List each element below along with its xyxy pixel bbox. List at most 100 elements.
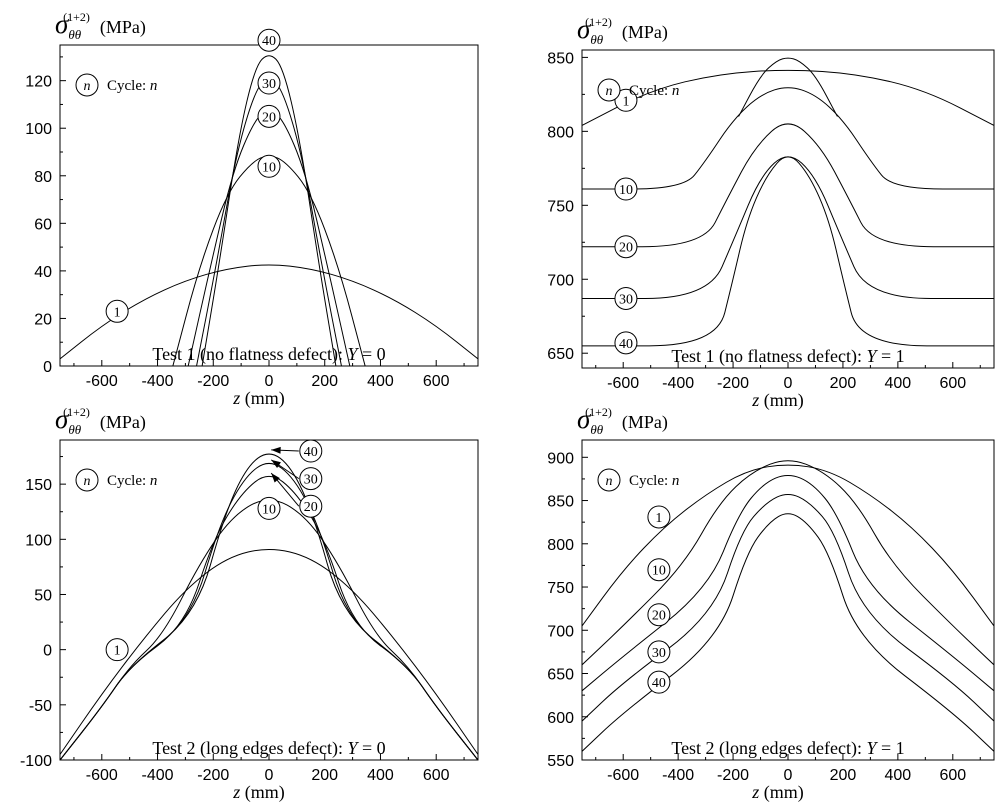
series-marker [647, 558, 671, 582]
y-tick-label: 750 [547, 198, 574, 215]
series-line-20 [187, 111, 351, 366]
y-tick-label: 0 [43, 643, 52, 660]
y-tick-label: 650 [547, 346, 574, 363]
series-marker [299, 467, 323, 491]
y-tick-label: 750 [547, 580, 574, 597]
x-tick-label: -200 [717, 375, 749, 392]
x-tick-label: -600 [607, 767, 639, 784]
curves-group [582, 57, 994, 347]
series-marker [647, 505, 671, 529]
x-axis-label: z (mm) [751, 390, 804, 411]
series-label: 40 [652, 676, 666, 691]
y-tick-label: 100 [25, 532, 52, 549]
series-label: 10 [619, 183, 633, 198]
x-axis-label: z (mm) [232, 782, 285, 803]
y-axis-label: σθθ(1+2) (MPa) [55, 9, 146, 42]
y-tick-label: 0 [43, 359, 52, 376]
y-tick-label: 850 [547, 494, 574, 511]
series-marker [257, 104, 281, 128]
y-axis-label: σθθ(1+2) (MPa) [577, 404, 668, 437]
series-line-10 [582, 460, 994, 666]
series-line-20 [582, 474, 994, 692]
y-tick-label: -100 [20, 753, 52, 770]
series-label: 30 [619, 292, 633, 307]
series-line-1 [582, 69, 994, 126]
legend-text: Cycle: n [629, 83, 679, 99]
x-tick-label: -200 [717, 767, 749, 784]
legend-text: Cycle: n [629, 473, 679, 489]
series-marker [614, 331, 638, 355]
y-tick-label: 120 [25, 74, 52, 91]
x-tick-label: -400 [662, 375, 694, 392]
y-tick-label: 650 [547, 667, 574, 684]
series-marker [614, 88, 638, 112]
series-marker [647, 670, 671, 694]
series-line-extra [738, 57, 838, 117]
series-line-10 [172, 155, 366, 366]
series-marker [257, 28, 281, 52]
arrow-head [271, 473, 280, 483]
arrow-head [271, 459, 281, 468]
x-tick-label: -200 [197, 767, 229, 784]
x-tick-label: -400 [662, 767, 694, 784]
legend-symbol: n [606, 84, 613, 99]
x-tick-label: 0 [784, 767, 793, 784]
y-tick-label: 60 [34, 216, 52, 233]
x-tick-label: 200 [311, 373, 338, 390]
x-axis-label: z (mm) [232, 388, 285, 409]
arrow-head [271, 446, 281, 454]
y-tick-label: 600 [547, 710, 574, 727]
series-label: 10 [652, 564, 666, 579]
series-marker [105, 299, 129, 323]
y-axis-label: σθθ(1+2) (MPa) [55, 404, 146, 437]
series-marker [257, 71, 281, 95]
chart-title: Test 1 (no flatness defect): Y = 1 [671, 346, 904, 367]
series-line-40 [60, 453, 478, 760]
series-label: 10 [262, 502, 276, 517]
legend-marker [597, 468, 621, 492]
x-tick-label: 400 [885, 375, 912, 392]
chart-title: Test 2 (long edges defect): Y = 0 [152, 738, 385, 759]
series-marker [299, 494, 323, 518]
chart-panel-4: 550 600 650 700 750 800 850 900 -600 -400 -200 0 200… [547, 404, 995, 803]
curves-group [582, 460, 994, 752]
series-label: 30 [262, 77, 276, 92]
y-tick-label: 550 [547, 753, 574, 770]
chart-panel-3: -100 -50 0 50 100 150 -600 -400 -200 0 200 400 600 σθ… [20, 404, 479, 803]
legend-text: Cycle: n [107, 78, 157, 94]
series-label: 40 [619, 337, 633, 352]
series-label: 1 [114, 644, 121, 659]
x-tick-label: 200 [830, 375, 857, 392]
series-label: 20 [304, 500, 318, 515]
x-tick-label: 200 [830, 767, 857, 784]
legend-symbol: n [606, 474, 613, 489]
x-tick-label: -600 [86, 767, 118, 784]
series-line-30 [582, 493, 994, 722]
series-line-40 [201, 55, 337, 366]
x-tick-label: 600 [939, 767, 966, 784]
x-tick-label: 600 [423, 767, 450, 784]
series-marker [105, 638, 129, 662]
y-tick-label: 50 [34, 587, 52, 604]
x-tick-label: -600 [86, 373, 118, 390]
y-tick-label: 900 [547, 450, 574, 467]
legend-marker [75, 468, 99, 492]
series-label: 20 [262, 110, 276, 125]
series-line-10 [582, 87, 994, 190]
series-label: 1 [114, 305, 121, 320]
series-label: 10 [262, 160, 276, 175]
series-label: 30 [304, 473, 318, 488]
series-label: 30 [652, 646, 666, 661]
series-marker [257, 496, 281, 520]
legend-symbol: n [84, 474, 91, 489]
series-label: 1 [622, 94, 629, 109]
x-axis-label: z (mm) [751, 782, 804, 803]
y-tick-label: 800 [547, 537, 574, 554]
x-tick-label: -600 [607, 375, 639, 392]
x-tick-label: 0 [265, 373, 274, 390]
series-line-10 [60, 499, 478, 760]
series-line-1 [60, 549, 478, 755]
y-tick-label: 80 [34, 169, 52, 186]
x-tick-label: 400 [367, 373, 394, 390]
series-marker [299, 439, 323, 463]
